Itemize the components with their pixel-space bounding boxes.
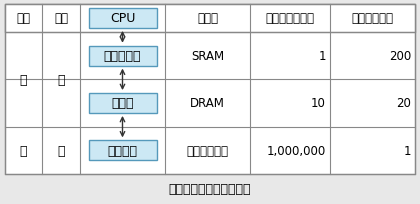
Text: 高: 高: [20, 73, 27, 86]
FancyBboxPatch shape: [5, 5, 415, 33]
Text: 速度: 速度: [16, 12, 31, 25]
Text: キャッシュ: キャッシュ: [104, 50, 141, 63]
Text: 容量: 容量: [54, 12, 68, 25]
Text: 1: 1: [318, 50, 326, 63]
Text: 大: 大: [57, 144, 65, 157]
FancyBboxPatch shape: [5, 5, 415, 174]
Text: 低: 低: [20, 144, 27, 157]
Text: 1: 1: [404, 144, 411, 157]
FancyBboxPatch shape: [89, 47, 157, 66]
Text: 10: 10: [311, 97, 326, 110]
Text: 小: 小: [57, 73, 65, 86]
Text: DRAM: DRAM: [190, 97, 225, 110]
Text: 磁気ディスク: 磁気ディスク: [186, 144, 228, 157]
Text: 20: 20: [396, 97, 411, 110]
Text: 図　記憶階層の基本構造: 図 記憶階層の基本構造: [169, 183, 251, 196]
FancyBboxPatch shape: [89, 141, 157, 161]
Text: CPU: CPU: [110, 12, 135, 25]
FancyBboxPatch shape: [89, 9, 157, 29]
Text: ビット単価比: ビット単価比: [352, 12, 394, 25]
Text: アクセス時間比: アクセス時間比: [265, 12, 315, 25]
Text: SRAM: SRAM: [191, 50, 224, 63]
Text: 1,000,000: 1,000,000: [267, 144, 326, 157]
Text: 補助記憶: 補助記憶: [108, 144, 137, 157]
Text: 200: 200: [389, 50, 411, 63]
Text: 種　類: 種 類: [197, 12, 218, 25]
Text: 主記憶: 主記憶: [111, 97, 134, 110]
FancyBboxPatch shape: [89, 94, 157, 113]
